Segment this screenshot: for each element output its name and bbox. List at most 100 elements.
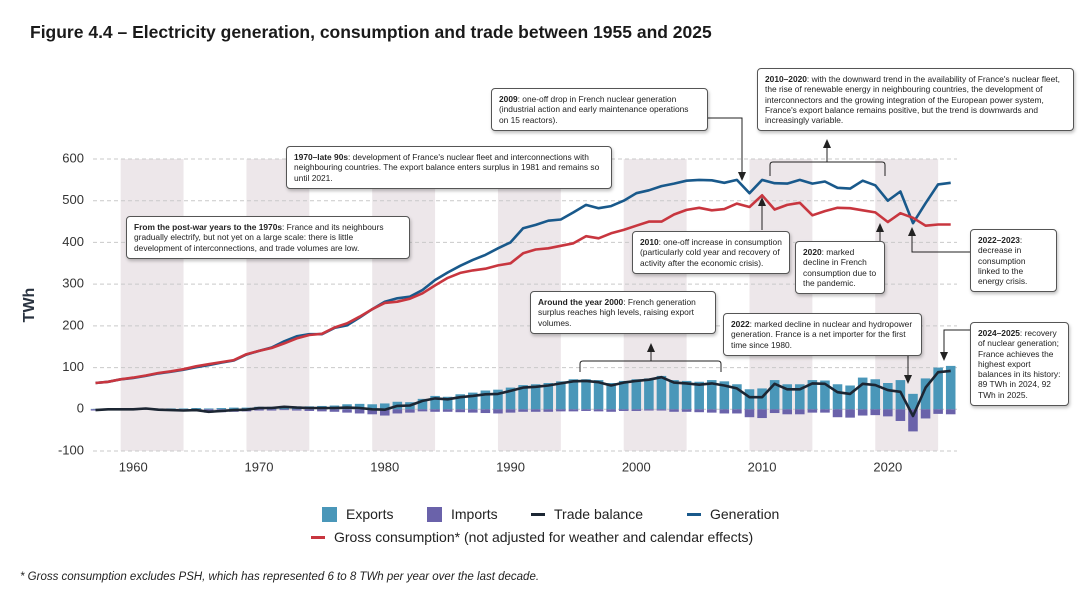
bar — [782, 409, 792, 415]
x-tick-label: 1980 — [370, 459, 399, 474]
bar — [581, 409, 591, 411]
bar — [669, 380, 679, 410]
bar — [279, 409, 289, 411]
bar — [706, 380, 717, 410]
bar — [417, 409, 428, 412]
bar — [795, 384, 805, 410]
bar — [178, 408, 189, 410]
annotation-bold: 2010 — [640, 237, 659, 247]
bar — [870, 409, 881, 416]
x-tick-label: 2010 — [748, 459, 777, 474]
bar — [229, 407, 239, 410]
annotation: 2024–2025: recovery of nuclear generatio… — [970, 322, 1069, 406]
bar — [618, 409, 629, 411]
bar — [556, 409, 566, 412]
footnote: * Gross consumption excludes PSH, which … — [20, 571, 540, 583]
line — [95, 194, 951, 385]
bar — [933, 409, 943, 414]
bar — [455, 409, 466, 413]
bar — [291, 409, 302, 411]
annotation: 2010: one-off increase in consumption (p… — [632, 231, 790, 274]
annotation: Around the year 2000: French generation … — [530, 291, 716, 334]
bar — [417, 398, 428, 410]
y-tick-label: 600 — [62, 150, 84, 165]
annotation-text: : with the downward trend in the availab… — [765, 74, 1060, 125]
arrowhead — [940, 352, 948, 361]
annotation-text: : recovery of nuclear generation; France… — [978, 328, 1061, 400]
bar — [832, 384, 843, 410]
bar — [593, 380, 604, 410]
line — [95, 369, 951, 418]
bar — [744, 409, 755, 418]
legend-label: Generation — [710, 506, 780, 522]
bar — [518, 409, 528, 412]
legend-item: Generation — [687, 506, 779, 522]
annotation-text: : France and its neighbours gradually el… — [134, 222, 384, 253]
legend-item: Gross consumption* (not adjusted for wea… — [311, 529, 753, 545]
grid: 1960 1970 1980 1990 2000 2010 2020 -100 0 100 200 3… — [58, 150, 957, 474]
bar — [769, 380, 780, 410]
bar — [442, 409, 453, 412]
bar — [191, 408, 201, 410]
bar — [468, 409, 478, 413]
bar — [631, 409, 642, 411]
bar — [430, 409, 440, 412]
bar — [920, 378, 931, 410]
bar — [493, 409, 503, 414]
y-tick-label: 200 — [62, 317, 84, 332]
bar — [455, 394, 466, 410]
x-tick-label: 2000 — [622, 459, 651, 474]
bar — [694, 409, 704, 413]
bar — [706, 409, 717, 413]
bar — [518, 385, 528, 410]
bar — [832, 409, 843, 418]
bar — [593, 409, 604, 412]
bar — [606, 409, 616, 412]
x-tick-label: 1970 — [245, 459, 274, 474]
legend-swatch — [687, 512, 701, 516]
legend-label: Gross consumption* (not adjusted for wea… — [334, 529, 754, 545]
bar — [644, 378, 654, 410]
bar — [719, 381, 730, 410]
bar — [631, 379, 642, 410]
bar — [342, 409, 352, 413]
annotation-bold: From the post-war years to the 1970s — [134, 222, 283, 232]
bar — [845, 409, 855, 418]
bar — [216, 408, 227, 410]
annotation: 2022–2023: decrease in consumption linke… — [970, 229, 1057, 293]
bar — [681, 409, 692, 412]
arrowhead — [904, 375, 912, 384]
bar — [505, 409, 516, 413]
legend-swatch — [322, 506, 337, 522]
connector — [579, 352, 722, 372]
bar — [442, 396, 453, 410]
annotation-bold: 2009 — [499, 94, 518, 104]
marks — [90, 178, 956, 432]
bar — [732, 409, 742, 414]
bar — [568, 409, 579, 412]
bar — [820, 380, 830, 410]
bar — [480, 390, 491, 410]
legend-label: Imports — [451, 506, 498, 522]
bar — [530, 384, 541, 410]
annotation-bold: 1970–late 90s — [294, 152, 349, 162]
annotation: 2020: marked decline in French consumpti… — [795, 241, 885, 294]
bar — [379, 403, 390, 410]
annotation-text: : decrease in consumption linked to the … — [978, 235, 1028, 286]
connector — [911, 236, 970, 253]
bar — [883, 409, 893, 417]
chart-title: Figure 4.4 – Electricity generation, con… — [30, 22, 712, 42]
annotation: 2022: marked decline in nuclear and hydr… — [723, 313, 922, 356]
legend-label: Trade balance — [554, 506, 643, 522]
arrowhead — [876, 223, 884, 232]
bar — [757, 388, 767, 410]
decade-band — [246, 159, 310, 451]
bar — [795, 409, 805, 415]
bar — [606, 383, 616, 410]
bar — [883, 383, 893, 410]
decade-band — [120, 159, 184, 451]
bar — [895, 409, 906, 421]
annotation-bold: 2010–2020 — [765, 74, 807, 84]
legend-swatch — [311, 535, 325, 539]
